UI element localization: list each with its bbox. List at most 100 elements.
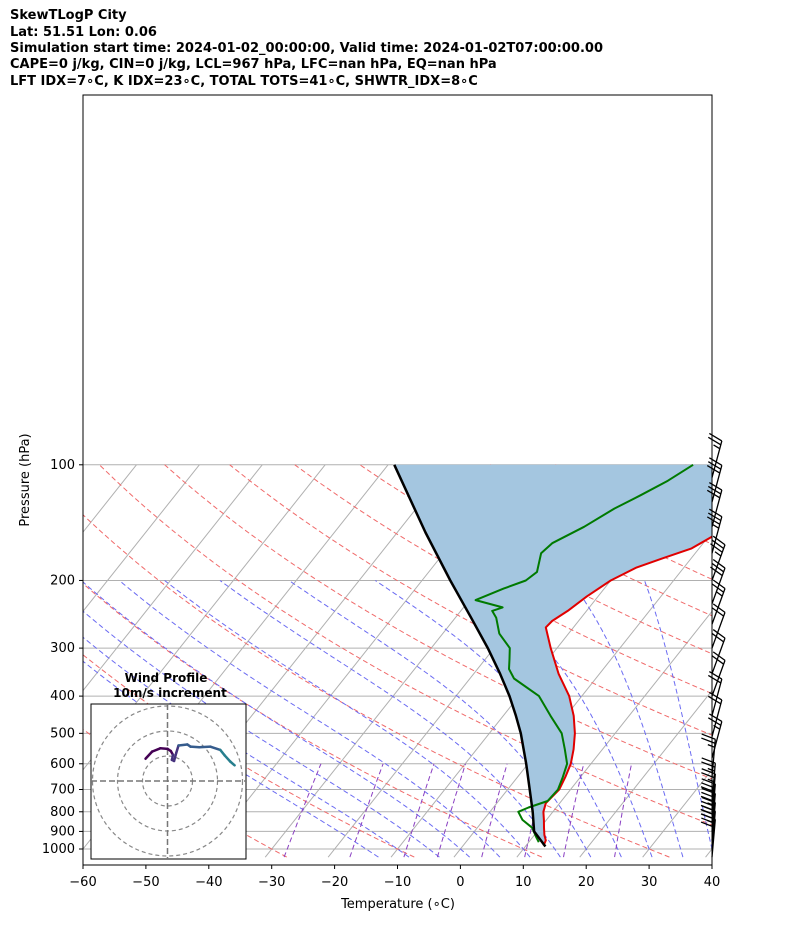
x-tick-label: 40: [704, 875, 721, 890]
moist-adiabat-line: [569, 580, 684, 858]
moist-adiabat-line: [83, 610, 440, 858]
barb-flag: [712, 629, 726, 639]
y-tick-label: 800: [50, 805, 75, 820]
barb-staff: [711, 783, 716, 822]
isotherm-line: [579, 689, 712, 858]
barb-flag: [709, 691, 723, 701]
dewpoint-line: [474, 463, 694, 843]
y-tick-label: 100: [50, 458, 75, 473]
isotherm-line: [83, 464, 326, 771]
barb-flag: [711, 539, 725, 550]
barb-flag: [709, 457, 723, 466]
y-tick-label: 700: [50, 782, 75, 797]
time-text: Simulation start time: 2024-01-02_00:00:…: [10, 41, 603, 56]
x-tick-label: −10: [384, 875, 411, 890]
barb-half-flag: [712, 523, 720, 529]
y-tick-label: 400: [50, 689, 75, 704]
hodograph-segment: [209, 745, 222, 752]
isotherm-line: [453, 531, 712, 858]
isotherm-line: [516, 610, 712, 858]
x-tick-label: −20: [321, 875, 348, 890]
isotherm-line: [0, 465, 74, 857]
barb-staff: [711, 465, 723, 503]
barb-staff: [711, 588, 726, 625]
x-tick-label: −60: [69, 875, 96, 890]
temperature-line: [542, 535, 712, 846]
isotherm-line: [83, 464, 137, 533]
moist-adiabat-line: [118, 580, 501, 858]
barb-staff: [711, 440, 723, 478]
barb-staff: [711, 763, 716, 802]
barb-flag: [701, 733, 716, 740]
hodograph-segment: [150, 747, 162, 753]
barb-staff: [711, 793, 716, 832]
y-tick-label: 200: [50, 573, 75, 588]
isotherm-line: [642, 768, 712, 858]
isotherm-line: [83, 464, 200, 613]
wind-barb: [711, 603, 726, 649]
barb-flag: [701, 737, 716, 744]
barb-flag: [712, 535, 726, 546]
barb-flag: [709, 671, 723, 680]
barb-flag: [707, 717, 722, 726]
wind-barb: [707, 671, 723, 716]
barb-flag: [707, 461, 722, 470]
x-tick-label: 30: [641, 875, 658, 890]
mixing-ratio-line: [436, 763, 466, 858]
barb-staff: [711, 516, 723, 554]
barb-staff: [711, 489, 723, 527]
x-axis-label: Temperature (∘C): [340, 897, 455, 912]
mixing-ratio-line: [283, 763, 322, 858]
moist-adiabat-line: [83, 636, 410, 858]
inset-subtitle: 10m/s increment: [113, 686, 227, 700]
barb-staff: [711, 773, 716, 812]
barb-flag: [709, 713, 723, 722]
barb-flag: [707, 436, 722, 446]
dry-adiabat-line: [229, 464, 712, 736]
hodograph-segment: [172, 751, 178, 763]
wind-barb: [710, 535, 726, 581]
y-tick-label: 900: [50, 824, 75, 839]
hodograph-segment: [198, 745, 212, 749]
barb-flag: [711, 607, 725, 617]
barb-flag: [710, 543, 723, 553]
barb-flag: [707, 695, 722, 705]
wind-barb: [707, 713, 723, 759]
mixing-ratio-line: [349, 763, 384, 858]
barb-flag: [711, 632, 725, 643]
cin-shading: [394, 464, 712, 847]
moist-adiabat-line: [475, 580, 653, 858]
params-text: CAPE=0 j/kg, CIN=0 j/kg, LCL=967 hPa, LF…: [10, 57, 497, 72]
barb-staff: [711, 721, 723, 759]
y-tick-label: 500: [50, 726, 75, 741]
barb-staff: [711, 811, 716, 850]
barb-staff: [711, 819, 716, 858]
hodograph-segment: [177, 743, 189, 747]
mixing-ratio-line: [614, 763, 632, 858]
x-tick-label: 20: [578, 875, 595, 890]
wind-barb: [707, 432, 723, 478]
isotherm-line: [83, 464, 263, 692]
barb-flag: [706, 465, 721, 474]
parcel-line: [393, 464, 547, 848]
hodograph-segment: [144, 750, 154, 760]
moist-adiabat-line: [219, 580, 561, 858]
barb-staff: [711, 612, 726, 649]
barb-flag: [709, 432, 723, 442]
hodograph-segment: [223, 754, 232, 763]
y-tick-label: 1000: [42, 842, 75, 857]
barb-staff: [711, 678, 723, 716]
barb-half-flag: [707, 767, 715, 772]
moist-adiabat-line: [375, 580, 622, 858]
mixing-ratio-line: [403, 763, 435, 858]
barb-half-flag: [714, 551, 722, 557]
hodograph-segment: [228, 760, 236, 767]
barb-staff: [711, 660, 726, 697]
barb-flag: [707, 674, 722, 684]
chart-title: SkewTLogP City: [10, 8, 127, 23]
wind-barb: [711, 629, 726, 675]
wind-barb: [707, 691, 723, 737]
